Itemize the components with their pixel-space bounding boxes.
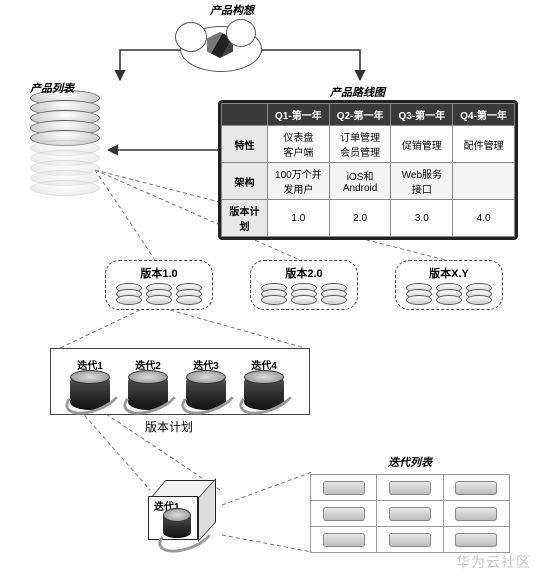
row-release: 版本计划 — [222, 200, 268, 237]
version-title: 版本1.0 — [114, 265, 204, 281]
version-title: 版本2.0 — [259, 265, 349, 281]
iteration-db-icon — [128, 374, 168, 410]
col-q3: Q3-第一年 — [391, 104, 453, 126]
iteration-db-icon — [244, 374, 284, 410]
cloud-icon — [175, 18, 265, 74]
coin-stack-icon — [406, 283, 432, 305]
row-arch: 架构 — [222, 163, 268, 200]
coin-stack-icon — [261, 283, 287, 305]
iteration-grid — [310, 474, 510, 553]
coin-stack-icon — [436, 283, 462, 305]
version-box-0: 版本1.0 — [105, 260, 213, 310]
iteration-cube: 迭代1 — [148, 480, 218, 542]
col-q2: Q2-第一年 — [329, 104, 391, 126]
iteration-db-icon — [70, 374, 110, 410]
coin-stack-icon — [321, 283, 347, 305]
iteration-4: 迭代4 — [237, 357, 291, 410]
iteration-list: 迭代列表 — [310, 454, 510, 553]
row-features: 特性 — [222, 126, 268, 163]
roadmap-table: Q1-第一年 Q2-第一年 Q3-第一年 Q4-第一年 特性 仪表盘 客户端 订… — [218, 100, 518, 240]
col-q1: Q1-第一年 — [268, 104, 330, 126]
db-stack-icon — [30, 90, 100, 196]
cube-db-icon — [158, 510, 196, 538]
coin-stack-icon — [466, 283, 492, 305]
release-plan: 迭代1迭代2迭代3迭代4 — [50, 348, 310, 415]
coin-stack-icon — [291, 283, 317, 305]
watermark: 华为云社区 — [456, 552, 531, 572]
cloud-label: 产品构想 — [199, 2, 265, 18]
roadmap-grid: Q1-第一年 Q2-第一年 Q3-第一年 Q4-第一年 特性 仪表盘 客户端 订… — [221, 103, 515, 237]
version-title: 版本X.Y — [404, 265, 494, 281]
iteration-list-label: 迭代列表 — [310, 454, 510, 470]
iteration-3: 迭代3 — [179, 357, 233, 410]
roadmap-label: 产品路线图 — [330, 84, 385, 100]
version-box-2: 版本X.Y — [395, 260, 503, 310]
col-q4: Q4-第一年 — [453, 104, 515, 126]
coin-stack-icon — [176, 283, 202, 305]
product-vision-cloud: 产品构想 — [175, 2, 265, 74]
plan-label: 版本计划 — [145, 418, 193, 435]
coin-stack-icon — [146, 283, 172, 305]
product-list: 产品列表 — [30, 80, 100, 196]
coin-stack-icon — [116, 283, 142, 305]
iteration-1: 迭代1 — [63, 357, 117, 410]
version-box-1: 版本2.0 — [250, 260, 358, 310]
iteration-db-icon — [186, 374, 226, 410]
iteration-2: 迭代2 — [121, 357, 175, 410]
